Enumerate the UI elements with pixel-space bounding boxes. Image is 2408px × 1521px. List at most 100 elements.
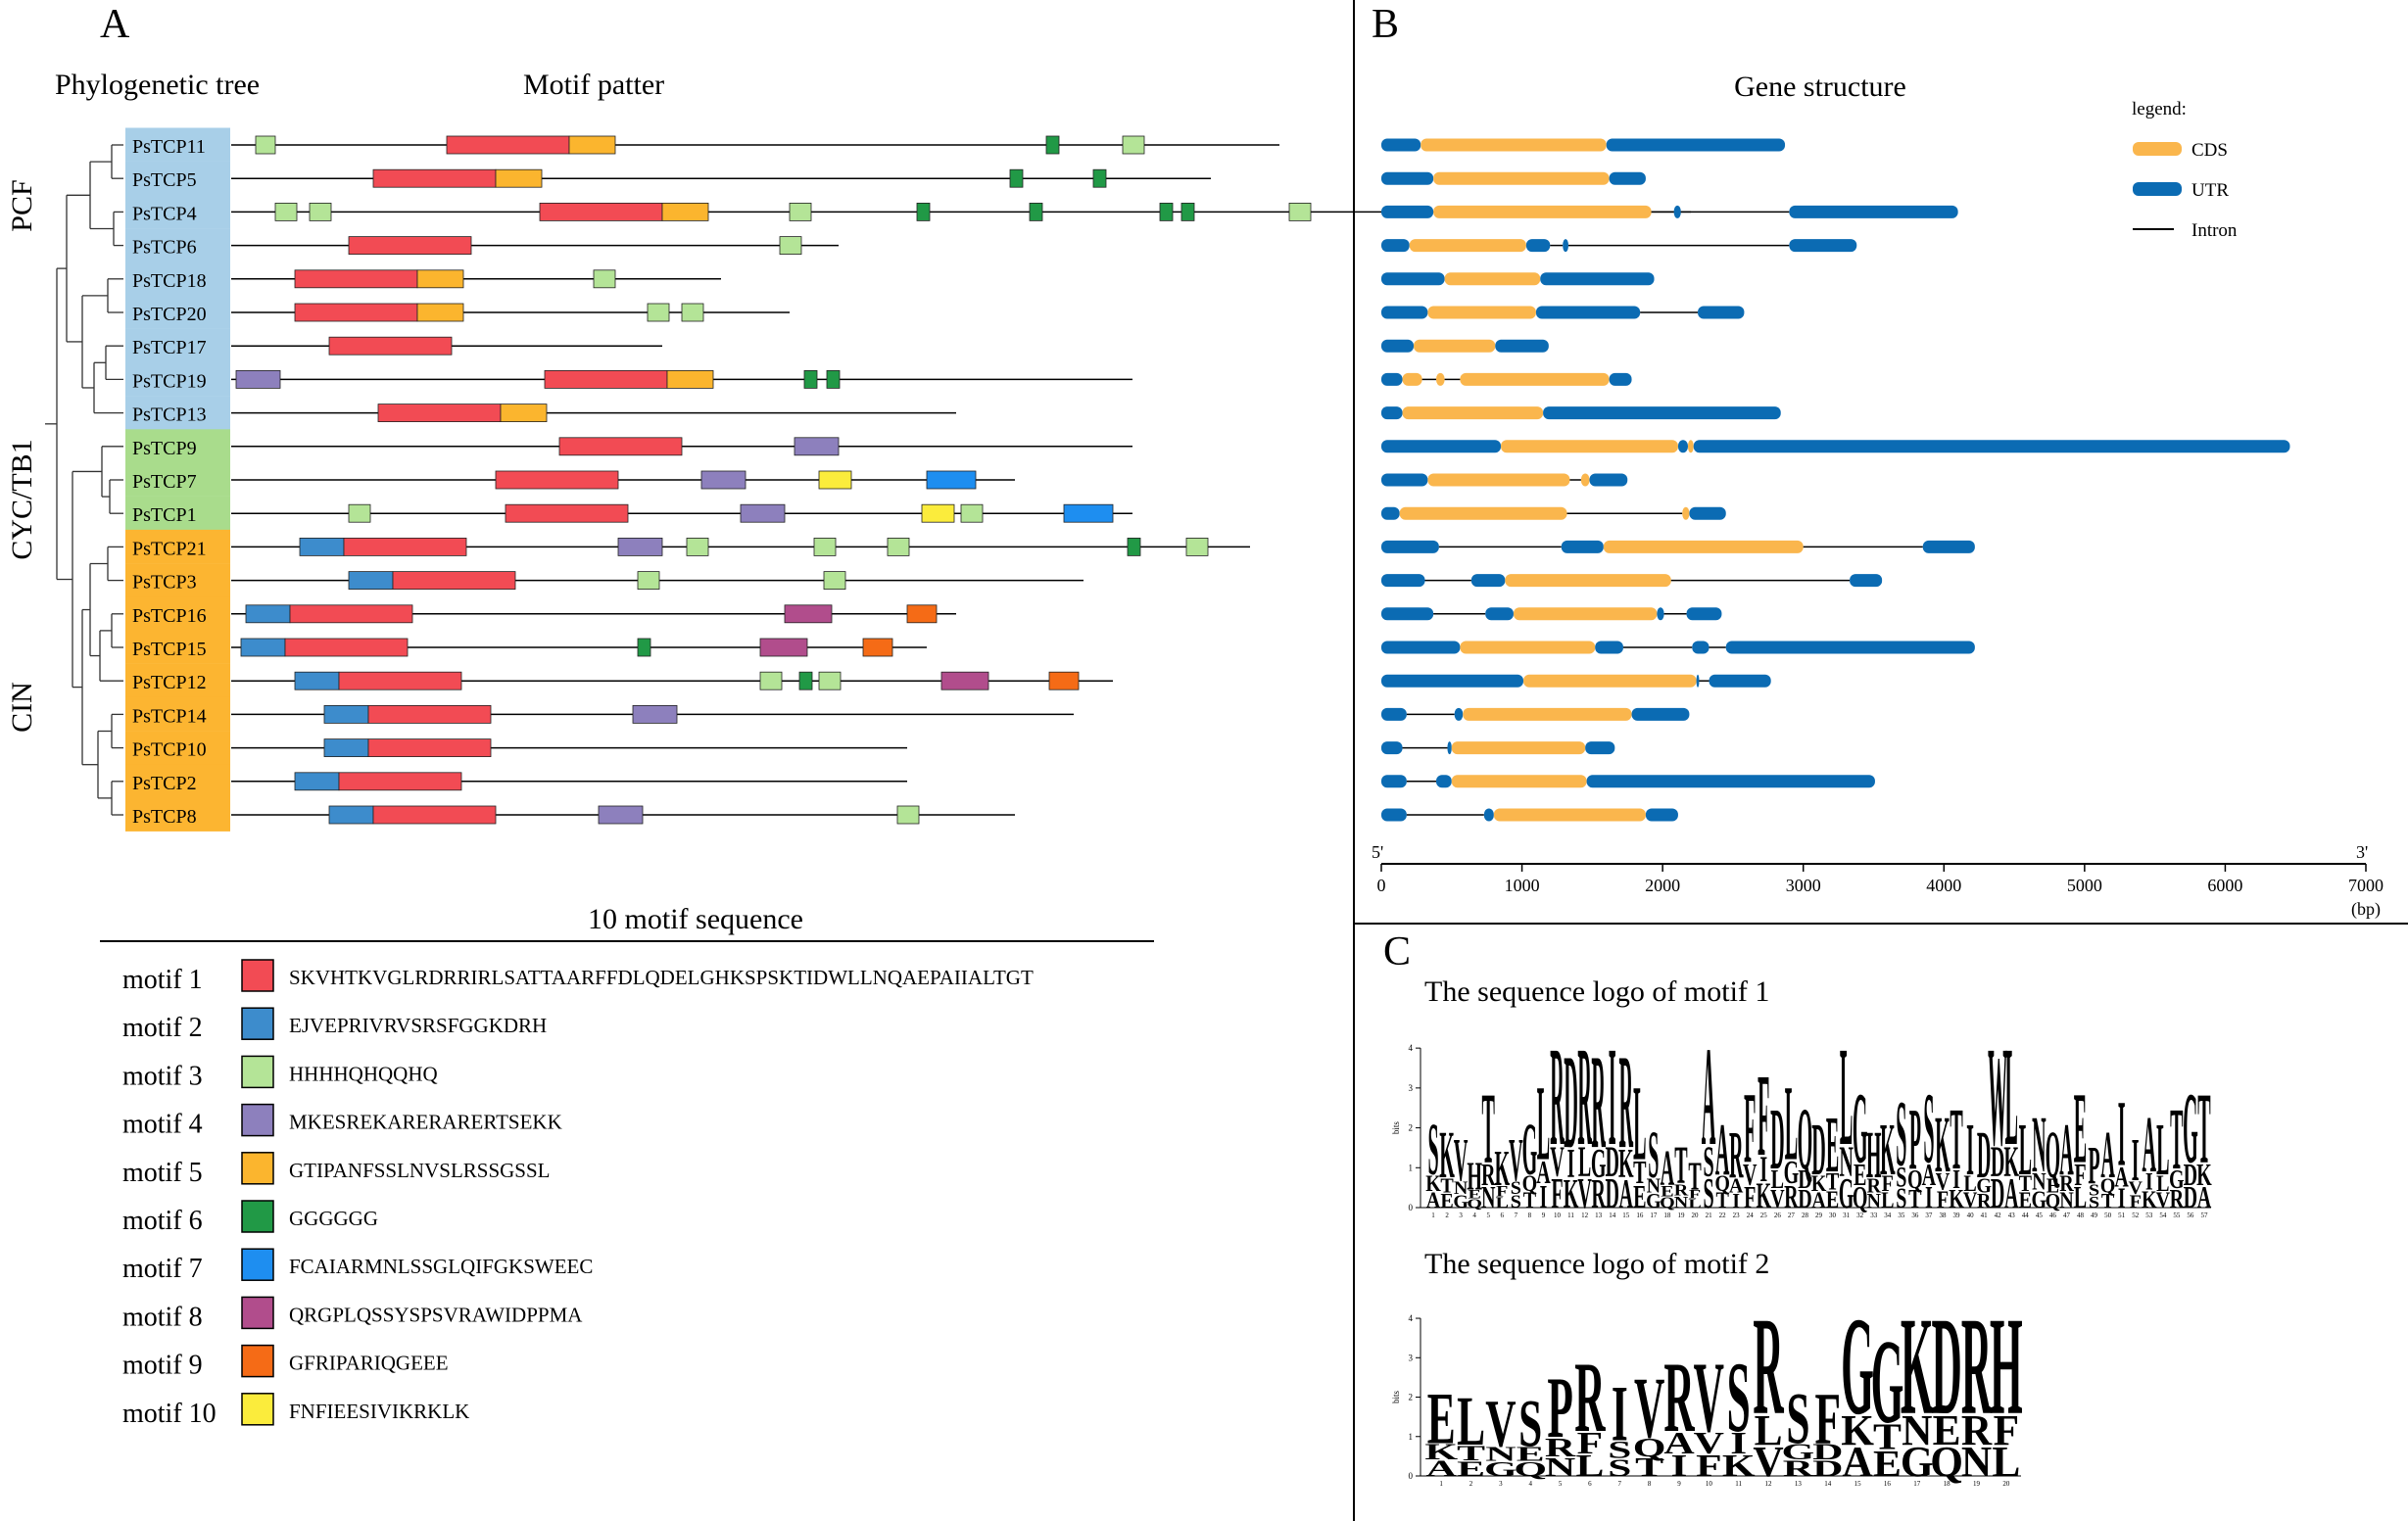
motif-box-1 — [539, 202, 663, 221]
motif-label: motif 10 — [122, 1399, 217, 1429]
logo-letter-minor: K — [1722, 1450, 1756, 1484]
logo-letter-minor: D — [1605, 1138, 1619, 1186]
utr-segment — [1586, 775, 1875, 788]
motif-box-4 — [632, 705, 678, 724]
logo-letter-minor: D — [1991, 1169, 2005, 1217]
motif-box-1 — [338, 772, 462, 791]
cds-segment — [1501, 440, 1678, 453]
gene-label-bg — [125, 361, 230, 397]
motif-box-3 — [1288, 202, 1312, 221]
gene-label-bg — [125, 663, 230, 698]
logo-letter-minor: S — [1511, 1192, 1521, 1212]
axis-tick-label: 7000 — [2348, 876, 2384, 895]
motif-sequence: EJVEPRIVRVSRSFGGKDRH — [289, 1014, 547, 1037]
logo-letter-minor: A — [2114, 1162, 2129, 1194]
motif-label: motif 9 — [122, 1351, 203, 1381]
logo-letter: L — [1457, 1382, 1485, 1460]
gene-structure-title: Gene structure — [1734, 71, 1906, 103]
motif-box-4 — [794, 437, 840, 456]
motif-box-3 — [779, 236, 802, 256]
logo-letter-minor: R — [1545, 1433, 1576, 1462]
logo-letter-minor: E — [2019, 1188, 2032, 1213]
logo-letter-minor: R — [1866, 1175, 1882, 1198]
logo-position-label: 10 — [1554, 1212, 1562, 1219]
motif-box-1 — [372, 168, 497, 188]
motif-box-2 — [299, 538, 345, 556]
logo-position-label: 18 — [1663, 1212, 1671, 1219]
logo-letter-minor: L — [1575, 1450, 1604, 1484]
logo-position-label: 15 — [1854, 1480, 1862, 1488]
gene-label: PsTCP1 — [132, 504, 197, 526]
motif-box-3 — [960, 503, 984, 523]
logo-position-label: 8 — [1528, 1212, 1532, 1219]
motif-box-2 — [294, 671, 340, 690]
logo-letter-minor: Q — [1522, 1171, 1538, 1197]
utr-segment — [1470, 574, 1506, 588]
logo-letter-minor: T — [1635, 1452, 1663, 1482]
logo-letter-minor: F — [1577, 1427, 1603, 1461]
logo-letter-minor: S — [2089, 1181, 2099, 1200]
logo-letter: D — [1811, 1109, 1825, 1192]
motif-box-6 — [826, 369, 841, 389]
gene-label-bg — [125, 396, 230, 430]
utr-segment — [1686, 607, 1722, 621]
motif1-sequence-logo: 01234bitsAKS1ETK2GNV3QEH4NRT5LFK6SSV7TQG… — [1391, 1020, 2212, 1219]
logo-letter-minor: G — [1782, 1440, 1815, 1465]
logo-letter-minor: G — [1591, 1141, 1607, 1187]
cds-segment — [1513, 607, 1658, 621]
logo-letter-minor: E — [1826, 1186, 1839, 1213]
logo-position-label: 1 — [1431, 1212, 1435, 1219]
logo-y-tick-label: 0 — [1409, 1471, 1414, 1481]
logo-position-label: 15 — [1622, 1212, 1630, 1219]
cds-segment — [1523, 674, 1697, 688]
logo-letter: L — [2005, 1020, 2018, 1176]
logo-letter-minor: V — [1577, 1169, 1592, 1217]
logo-letter: F — [1814, 1378, 1840, 1459]
utr-segment — [1606, 138, 1786, 152]
cds-segment — [1435, 372, 1445, 386]
motif-pattern-title: Motif patter — [523, 69, 664, 101]
motif-box-1 — [505, 503, 629, 523]
logo-letter: R — [1729, 1118, 1744, 1193]
logo-letter-minor: L — [1755, 1407, 1783, 1454]
motif-pattern-rows — [231, 135, 1691, 825]
motif-box-3 — [348, 503, 371, 523]
motif-swatch — [241, 959, 274, 992]
logo-letter: K — [1935, 1100, 1950, 1190]
logo1-title: The sequence logo of motif 1 — [1424, 975, 1769, 1008]
logo-letter-minor: A — [1842, 1439, 1873, 1486]
utr-segment — [1381, 339, 1415, 353]
gene-label: PsTCP6 — [132, 237, 197, 259]
logo-letter-minor: R — [1674, 1181, 1689, 1200]
panel-b: Gene structure legend: CDS UTR Intron 0 100… — [1372, 71, 2384, 920]
logo-letter: V — [1694, 1343, 1724, 1453]
logo-letter-minor: T — [1457, 1442, 1485, 1465]
logo-position-label: 13 — [1595, 1212, 1603, 1219]
motif-label: motif 5 — [122, 1158, 203, 1188]
logo-letter: P — [2088, 1136, 2099, 1196]
logo-letter-minor: N — [2059, 1188, 2074, 1213]
motif-box-1 — [392, 571, 516, 590]
utr-segment — [1381, 574, 1425, 588]
motif-box-1 — [446, 135, 570, 155]
panel-a: Phylogenetic tree Motif patter PCF CYC/TB… — [6, 69, 1691, 1429]
logo-letter-minor: N — [1481, 1179, 1496, 1214]
motif-box-1 — [367, 705, 492, 724]
motif2-sequence-logo: 01234bitsAKE1ETL2GNV3QES4NRP5LFR6SSI7TQV… — [1391, 1289, 2023, 1488]
cds-segment — [1460, 641, 1596, 654]
utr-segment — [1435, 775, 1452, 788]
logo-position-label: 3 — [1499, 1480, 1503, 1488]
logo-letter: G — [1841, 1289, 1874, 1444]
utr-segment — [1381, 138, 1421, 152]
logo-position-label: 14 — [1609, 1212, 1616, 1219]
utr-segment — [1381, 272, 1445, 286]
logo-letter-minor: F — [1994, 1407, 2019, 1454]
motif-box-6 — [803, 369, 818, 389]
logo-letter: A — [2100, 1118, 2115, 1193]
logo-letter: S — [1427, 1109, 1438, 1192]
cds-segment — [1433, 205, 1652, 218]
utr-segment — [1689, 506, 1726, 520]
utr-segment — [1381, 406, 1403, 420]
motif-box-2 — [328, 805, 374, 825]
logo-letter-minor: V — [1936, 1167, 1950, 1195]
